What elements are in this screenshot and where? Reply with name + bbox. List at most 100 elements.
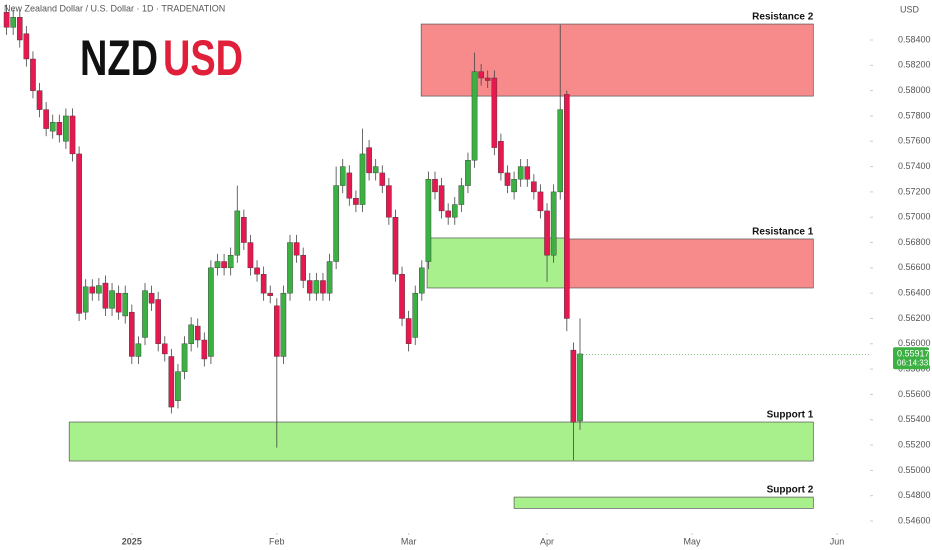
x-tick-label: Mar bbox=[401, 536, 417, 546]
candle-body bbox=[274, 305, 280, 357]
candle-body bbox=[504, 172, 511, 186]
zone-label: Resistance 2 bbox=[752, 12, 814, 23]
y-tick-label: 0.56400 bbox=[898, 288, 931, 298]
candle-body bbox=[260, 273, 267, 294]
currency: USD bbox=[900, 4, 920, 14]
zone-label: Support 1 bbox=[767, 410, 814, 421]
candle-body bbox=[346, 172, 353, 199]
candle-body bbox=[445, 210, 451, 218]
zone-label: Support 2 bbox=[767, 485, 814, 496]
y-tick-label: 0.54800 bbox=[898, 490, 931, 500]
last-price: 0.55917 bbox=[897, 349, 930, 359]
candle-body bbox=[109, 290, 115, 309]
candle-body bbox=[438, 185, 445, 212]
candle-body bbox=[570, 349, 577, 423]
candle-body bbox=[241, 217, 247, 243]
x-tick-label: May bbox=[684, 536, 702, 546]
candle-body bbox=[491, 77, 498, 148]
candle-body bbox=[129, 311, 135, 357]
y-tick-label: 0.56600 bbox=[898, 262, 931, 272]
candle-body bbox=[201, 339, 208, 360]
candle-body bbox=[287, 242, 293, 294]
logo-usd: USD bbox=[163, 30, 243, 86]
candle-body bbox=[353, 198, 359, 205]
logo-nzd: NZD bbox=[80, 30, 158, 86]
zone-label: Resistance 1 bbox=[752, 227, 814, 238]
y-tick-label: 0.57800 bbox=[898, 110, 931, 120]
candle-body bbox=[30, 58, 36, 91]
chart-title: New Zealand Dollar / U.S. Dollar · 1D · … bbox=[4, 3, 225, 13]
candle-body bbox=[82, 286, 89, 313]
candle-body bbox=[392, 217, 399, 275]
candle-body bbox=[247, 242, 254, 269]
candle-body bbox=[36, 90, 43, 110]
candle-body bbox=[432, 179, 438, 193]
candle-body bbox=[221, 261, 227, 269]
candle-body bbox=[135, 343, 142, 357]
zone bbox=[426, 237, 568, 289]
candle-body bbox=[56, 122, 63, 136]
x-tick-label: Jun bbox=[830, 536, 845, 546]
time-axis-bg bbox=[0, 533, 932, 550]
y-tick-label: 0.57200 bbox=[898, 186, 931, 196]
candle-body bbox=[544, 210, 550, 256]
candle-body bbox=[227, 254, 234, 269]
candle-body bbox=[234, 210, 241, 256]
candle-body bbox=[511, 179, 517, 193]
y-tick-label: 0.56000 bbox=[898, 338, 931, 348]
candle-body bbox=[550, 191, 557, 256]
y-tick-label: 0.58200 bbox=[898, 60, 931, 70]
candle-body bbox=[451, 204, 458, 218]
candle-body bbox=[465, 160, 471, 186]
candle-body bbox=[531, 181, 537, 193]
y-tick-label: 0.55000 bbox=[898, 465, 931, 475]
candle-body bbox=[537, 191, 544, 212]
candle-body bbox=[168, 356, 175, 408]
zone bbox=[420, 23, 814, 97]
candle-body bbox=[471, 71, 478, 161]
candle-body bbox=[280, 292, 287, 357]
candle-body bbox=[478, 71, 484, 79]
candle-body bbox=[577, 353, 583, 422]
candle-body bbox=[194, 325, 201, 341]
candle-body bbox=[412, 292, 419, 338]
candle-body bbox=[96, 285, 102, 294]
candle-body bbox=[267, 292, 274, 296]
candle-body bbox=[564, 94, 570, 319]
candle-body bbox=[43, 109, 49, 129]
candle-body bbox=[208, 267, 214, 357]
candle-body bbox=[10, 17, 16, 28]
zone bbox=[68, 421, 814, 462]
candle-body bbox=[306, 280, 313, 294]
candle-body bbox=[102, 282, 109, 309]
candle-body bbox=[49, 122, 56, 132]
y-tick-label: 0.55400 bbox=[898, 414, 931, 424]
y-tick-label: 0.57600 bbox=[898, 136, 931, 146]
candle-body bbox=[498, 141, 504, 174]
y-tick-label: 0.57000 bbox=[898, 212, 931, 222]
last-price-tag bbox=[893, 347, 929, 370]
candle-body bbox=[69, 115, 76, 155]
candle-body bbox=[399, 273, 405, 319]
candle-body bbox=[16, 17, 23, 41]
candle-body bbox=[386, 185, 392, 218]
candle-body bbox=[320, 280, 326, 294]
candle-body bbox=[122, 292, 129, 317]
candle-body bbox=[63, 115, 69, 142]
candle-body bbox=[293, 242, 300, 256]
candle-body bbox=[359, 153, 366, 205]
candle-body bbox=[115, 292, 122, 313]
y-tick-label: 0.56800 bbox=[898, 237, 931, 247]
candle-body bbox=[333, 185, 339, 262]
candle-body bbox=[142, 290, 148, 338]
candle-body bbox=[366, 147, 372, 174]
candle-body bbox=[372, 166, 379, 174]
candle-body bbox=[326, 261, 333, 294]
candle-body bbox=[484, 77, 491, 81]
x-tick-label: Feb bbox=[269, 536, 285, 546]
y-tick-label: 0.56200 bbox=[898, 313, 931, 323]
candle-body bbox=[425, 179, 432, 262]
candle-body bbox=[89, 286, 96, 294]
candle-body bbox=[161, 343, 168, 355]
